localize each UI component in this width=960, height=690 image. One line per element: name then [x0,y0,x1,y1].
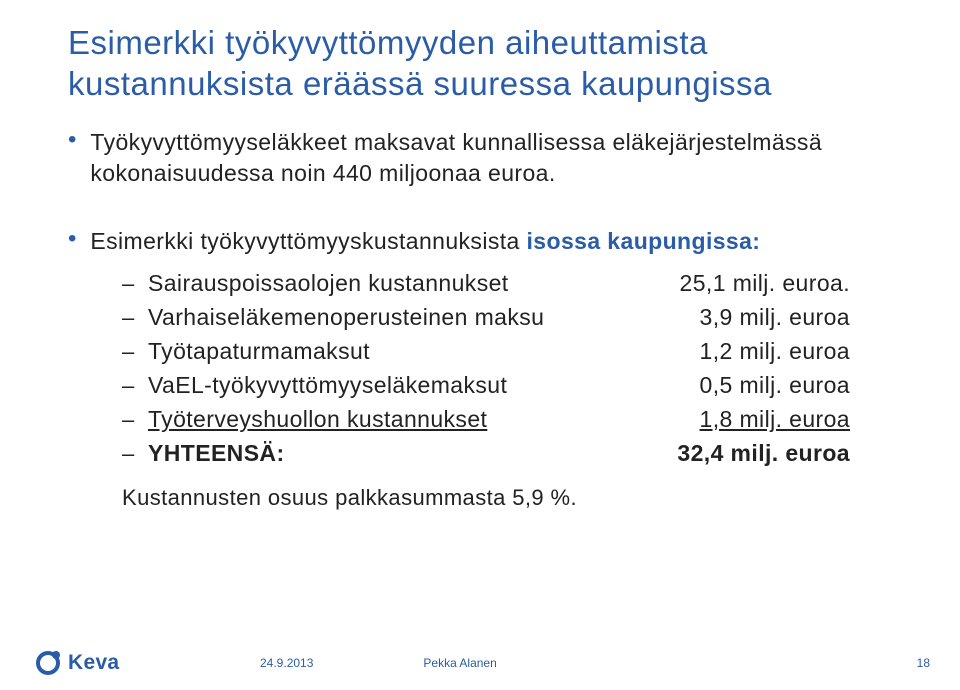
example-lead-plain: Esimerkki työkyvyttömyyskustannuksista [90,228,526,254]
dash-icon: – [122,339,148,365]
logo: Keva [35,650,119,676]
total-label: YHTEENSÄ: [148,438,677,469]
slide-footer: Keva 24.9.2013 Pekka Alanen 18 [0,632,960,690]
logo-text: Keva [68,651,119,675]
footer-meta: 24.9.2013 Pekka Alanen [260,656,497,670]
example-lead: Esimerkki työkyvyttömyyskustannuksista i… [90,226,760,258]
footnote: Kustannusten osuus palkkasummasta 5,9 %. [122,485,910,511]
dash-icon: – [122,407,148,433]
item-value: 25,1 milj. euroa. [680,268,910,299]
item-label: VaEL-työkyvyttömyyseläkemaksut [148,370,700,401]
footer-date: 24.9.2013 [260,656,313,670]
bullet-icon: • [68,126,76,155]
list-item: – Sairauspoissaolojen kustannukset 25,1 … [122,268,910,299]
slide-body: Esimerkki työkyvyttömyyden aiheuttamista… [0,0,960,511]
list-item: – VaEL-työkyvyttömyyseläkemaksut 0,5 mil… [122,370,910,401]
cost-list: – Sairauspoissaolojen kustannukset 25,1 … [122,268,910,469]
dash-icon: – [122,305,148,331]
item-value: 3,9 milj. euroa [700,302,910,333]
intro-text: Työkyvyttömyyseläkkeet maksavat kunnalli… [90,127,910,190]
item-label: Työterveyshuollon kustannukset [148,404,700,435]
item-value: 1,8 milj. euroa [700,404,910,435]
logo-icon [35,650,61,676]
example-lead-highlight: isossa kaupungissa: [527,228,761,254]
item-label: Varhaiseläkemenoperusteinen maksu [148,302,700,333]
item-label: Työtapaturmamaksut [148,336,700,367]
slide-title: Esimerkki työkyvyttömyyden aiheuttamista… [68,22,910,105]
page-number: 18 [917,656,930,670]
footer-author: Pekka Alanen [423,656,496,670]
list-item: – Varhaiseläkemenoperusteinen maksu 3,9 … [122,302,910,333]
spacer [68,200,910,226]
list-item-total: – YHTEENSÄ: 32,4 milj. euroa [122,438,910,469]
intro-bullet: • Työkyvyttömyyseläkkeet maksavat kunnal… [68,127,910,190]
dash-icon: – [122,441,148,467]
list-item: – Työterveyshuollon kustannukset 1,8 mil… [122,404,910,435]
item-value: 0,5 milj. euroa [700,370,910,401]
dash-icon: – [122,373,148,399]
item-label: Sairauspoissaolojen kustannukset [148,268,680,299]
example-bullet: • Esimerkki työkyvyttömyyskustannuksista… [68,226,910,258]
list-item: – Työtapaturmamaksut 1,2 milj. euroa [122,336,910,367]
total-value: 32,4 milj. euroa [677,438,910,469]
item-value: 1,2 milj. euroa [700,336,910,367]
bullet-icon: • [68,225,76,254]
dash-icon: – [122,271,148,297]
